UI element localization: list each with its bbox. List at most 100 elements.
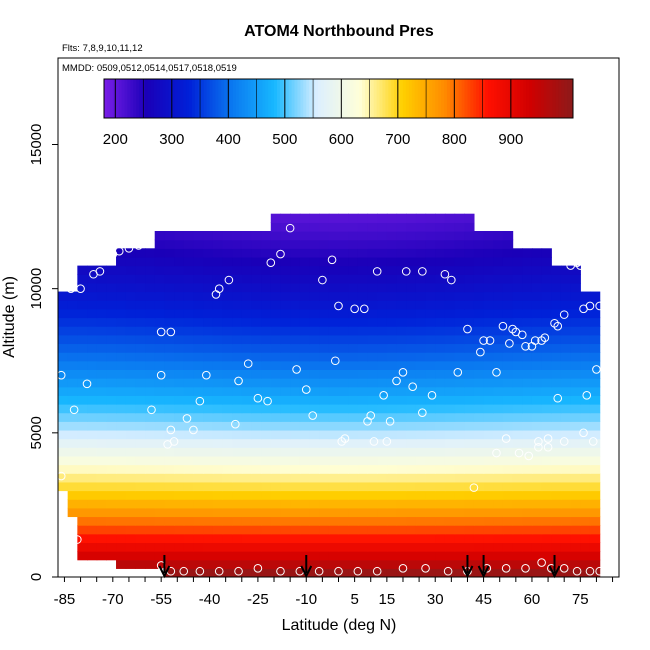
heat-cell <box>560 274 572 284</box>
heat-cell <box>522 265 533 275</box>
heat-cell <box>338 300 349 310</box>
heat-cell <box>328 559 340 569</box>
heat-cell <box>531 282 543 293</box>
heat-cell <box>473 559 485 569</box>
heat-cell <box>154 499 165 509</box>
heat-cell <box>560 291 572 301</box>
heat-cell <box>328 334 340 345</box>
heat-cell <box>435 239 446 249</box>
heat-cell <box>67 447 78 457</box>
heat-cell <box>145 326 156 336</box>
heat-cell <box>522 542 533 552</box>
heat-cell <box>483 404 494 414</box>
heat-cell <box>589 464 601 474</box>
heat-cell <box>154 473 165 483</box>
heat-cell <box>541 447 552 457</box>
heat-cell <box>319 507 330 518</box>
heat-cell <box>280 559 291 569</box>
heat-cell <box>87 455 98 466</box>
heat-cell <box>232 386 243 396</box>
heat-cell <box>551 438 562 448</box>
heat-cell <box>96 378 107 388</box>
heat-cell <box>261 473 272 483</box>
heat-cell <box>444 300 456 310</box>
heat-cell <box>212 533 224 543</box>
heat-cell <box>589 412 601 422</box>
data-point <box>492 448 501 458</box>
heat-cell <box>473 352 485 362</box>
heat-cell <box>67 308 78 319</box>
heat-cell <box>309 343 320 353</box>
colorbar-frame <box>103 78 574 119</box>
heat-cell <box>96 551 107 561</box>
heat-cell <box>328 404 340 414</box>
heat-cell <box>551 507 562 518</box>
heat-cell <box>174 464 185 474</box>
heat-cell <box>493 231 504 241</box>
heat-cell <box>425 481 436 492</box>
heat-cell <box>154 412 165 422</box>
heat-cell <box>174 533 185 543</box>
heat-cell <box>406 490 417 500</box>
heat-cell <box>464 551 475 561</box>
data-point <box>234 376 243 386</box>
heat-cell <box>386 447 398 457</box>
data-point <box>469 483 479 492</box>
heat-cell <box>328 568 340 577</box>
heat-cell <box>435 300 446 310</box>
heat-cell <box>154 300 165 310</box>
x-tick-label: -55 <box>150 591 172 608</box>
heat-cell <box>425 429 436 440</box>
heat-cell <box>222 473 233 483</box>
heat-cell <box>251 308 262 319</box>
heat-cell <box>367 438 378 448</box>
heat-cell <box>415 421 427 431</box>
heat-cell <box>551 360 562 370</box>
heat-cell <box>570 317 581 327</box>
heat-cell <box>348 231 359 241</box>
heat-cell <box>164 239 175 249</box>
heat-cell <box>299 559 311 569</box>
heat-cell <box>135 525 146 535</box>
heat-cell <box>299 473 311 483</box>
heat-cell <box>473 291 485 301</box>
heat-cell <box>348 404 359 414</box>
heat-cell <box>193 300 204 310</box>
heat-cell <box>116 360 127 370</box>
arrow-head <box>300 565 313 579</box>
heat-cell <box>183 343 195 353</box>
heat-cell <box>299 265 311 275</box>
heat-cell <box>541 551 552 561</box>
heat-cell <box>531 369 543 379</box>
heat-cell <box>348 239 359 249</box>
heat-cell <box>251 464 262 474</box>
heat-cell <box>203 239 214 249</box>
heat-cell <box>270 222 282 232</box>
heat-cell <box>251 438 262 448</box>
colorbar-swatch <box>391 79 395 118</box>
heat-cell <box>551 300 562 310</box>
heat-cell <box>96 326 107 336</box>
colorbar-swatch <box>165 79 169 118</box>
heat-cell <box>222 352 233 362</box>
heat-cell <box>193 429 204 440</box>
heat-cell <box>464 516 475 526</box>
heat-cell <box>473 404 485 414</box>
x-tick-label: 60 <box>524 591 541 608</box>
heat-cell <box>67 464 78 474</box>
heat-cell <box>357 360 369 370</box>
heat-cell <box>396 490 407 500</box>
heat-cell <box>531 455 543 466</box>
heat-cell <box>435 481 446 492</box>
data-point <box>330 356 340 366</box>
data-point <box>202 370 211 380</box>
heat-cell <box>415 412 427 422</box>
heat-cell <box>174 455 185 466</box>
colorbar-swatch <box>145 79 149 118</box>
heat-cell <box>183 369 195 379</box>
heat-cell <box>309 360 320 370</box>
heat-cell <box>58 352 69 362</box>
heat-cell <box>522 352 533 362</box>
colorbar-swatch <box>203 79 208 118</box>
heat-cell <box>67 352 78 362</box>
